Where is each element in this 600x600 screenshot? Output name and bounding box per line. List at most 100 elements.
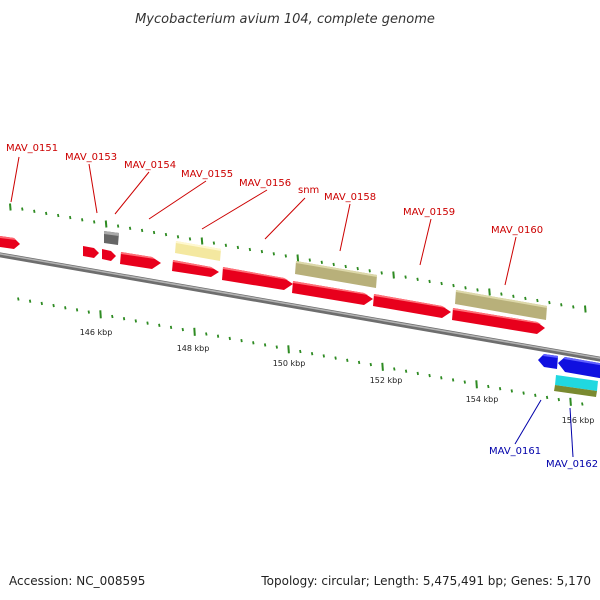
outer-tick-track [9,203,587,313]
inner-minor-tick [393,367,396,371]
outer-minor-tick [368,269,371,273]
inner-minor-tick [263,343,267,347]
inner-minor-tick [404,369,408,373]
inner-major-tick [569,397,572,406]
outer-minor-tick [536,298,539,303]
gene-feature-olive[interactable] [554,385,597,397]
outer-minor-tick [476,288,479,292]
inner-major-tick [99,310,102,319]
gene-feature-cyan[interactable] [555,375,598,391]
inner-major-tick [287,345,290,354]
inner-minor-tick [310,352,314,356]
gene-label[interactable]: MAV_0158 [324,192,376,203]
gene-feature-khaki-b[interactable] [455,290,547,320]
inner-minor-tick [346,358,349,362]
outer-minor-tick [140,228,144,233]
inner-minor-tick [275,345,278,349]
inner-minor-tick [216,334,220,338]
gene-label-leader [264,197,306,240]
gene-feature-red-a[interactable] [120,252,161,269]
inner-minor-tick [252,341,255,345]
axis-tick-label: 154 kbp [466,395,499,404]
inner-major-tick [381,362,384,371]
outer-minor-tick [188,237,192,241]
inner-minor-tick [522,391,525,395]
outer-minor-tick [452,283,455,288]
gene-label-leader [10,156,20,203]
gene-feature-red-c[interactable] [222,267,293,290]
axis-tick-label: 148 kbp [177,344,210,353]
outer-minor-tick [572,305,575,309]
outer-major-tick [104,220,108,228]
forward-gene-track [0,231,547,334]
inner-minor-tick [451,378,455,382]
gene-label-leader [419,218,432,266]
gene-label[interactable]: MAV_0151 [6,143,58,154]
diagram-title: Mycobacterium avium 104, complete genome [135,12,435,27]
gene-feature-pale[interactable] [175,241,221,261]
outer-minor-tick [320,260,323,264]
reverse-gene-track [538,354,600,397]
gene-label[interactable]: MAV_0161 [489,446,541,457]
gene-label-leader [88,163,98,214]
outer-minor-tick [428,279,431,284]
outer-minor-tick [512,294,515,298]
inner-minor-tick [111,314,114,319]
gene-label[interactable]: MAV_0155 [181,169,233,180]
gene-label[interactable]: snm [298,185,319,196]
gene-label[interactable]: MAV_0159 [403,207,455,218]
gene-feature-red-f[interactable] [452,308,545,334]
gene-feature-khaki-a[interactable] [295,261,377,288]
inner-minor-tick [228,336,231,341]
outer-minor-tick [248,247,252,252]
axis-tick-label: 150 kbp [273,359,306,368]
gene-label-layer: MAV_0151 MAV_0153 MAV_0154 MAV_0155 MAV_0156… [6,143,598,470]
inner-minor-tick [581,402,584,406]
inner-minor-tick [205,332,208,336]
gene-feature-red-e[interactable] [373,294,451,318]
axis-tick-label: 156 kbp [562,416,595,425]
gene-feature-mav-0153[interactable] [83,246,99,258]
gene-feature-mav-0154[interactable] [102,249,116,261]
axis-tick-label: 152 kbp [370,376,403,385]
inner-minor-tick [75,308,79,312]
inner-minor-tick [158,323,161,327]
gene-feature-mav-0151[interactable] [0,236,20,249]
outer-minor-tick [260,249,264,254]
outer-minor-tick [560,303,563,307]
inner-minor-tick [322,354,325,358]
gene-feature-red-d[interactable] [292,281,373,305]
gene-label-leader [504,236,517,286]
outer-minor-tick [176,235,180,239]
gene-feature-mav-0162[interactable] [558,357,600,379]
inner-minor-tick [299,349,302,354]
outer-major-tick [488,288,491,296]
outer-minor-tick [272,252,275,256]
outer-minor-tick [356,266,359,271]
inner-minor-tick [40,301,43,306]
inner-minor-tick [440,376,443,380]
gene-feature-red-b[interactable] [172,260,219,277]
gene-label[interactable]: MAV_0160 [491,225,543,236]
outer-major-tick [392,271,395,279]
gene-feature-mav-0161[interactable] [538,354,558,369]
gene-label[interactable]: MAV_0153 [65,152,117,163]
inner-minor-tick [181,327,184,332]
inner-major-tick [475,380,478,389]
inner-minor-tick [498,387,502,391]
inner-minor-tick [545,395,549,400]
gene-label[interactable]: MAV_0156 [239,178,291,189]
outer-minor-tick [416,277,419,281]
gene-label-leader [114,171,150,215]
gene-label[interactable]: MAV_0154 [124,160,176,171]
gene-label[interactable]: MAV_0162 [546,459,598,470]
outer-minor-tick [45,211,48,216]
outer-major-tick [200,237,204,245]
inner-minor-tick [357,360,361,365]
inner-minor-tick [334,356,337,360]
outer-minor-tick [236,245,240,250]
outer-minor-tick [440,281,443,286]
outer-minor-tick [284,254,287,258]
gene-label-leader [569,407,574,458]
gene-feature-gray[interactable] [104,231,119,245]
